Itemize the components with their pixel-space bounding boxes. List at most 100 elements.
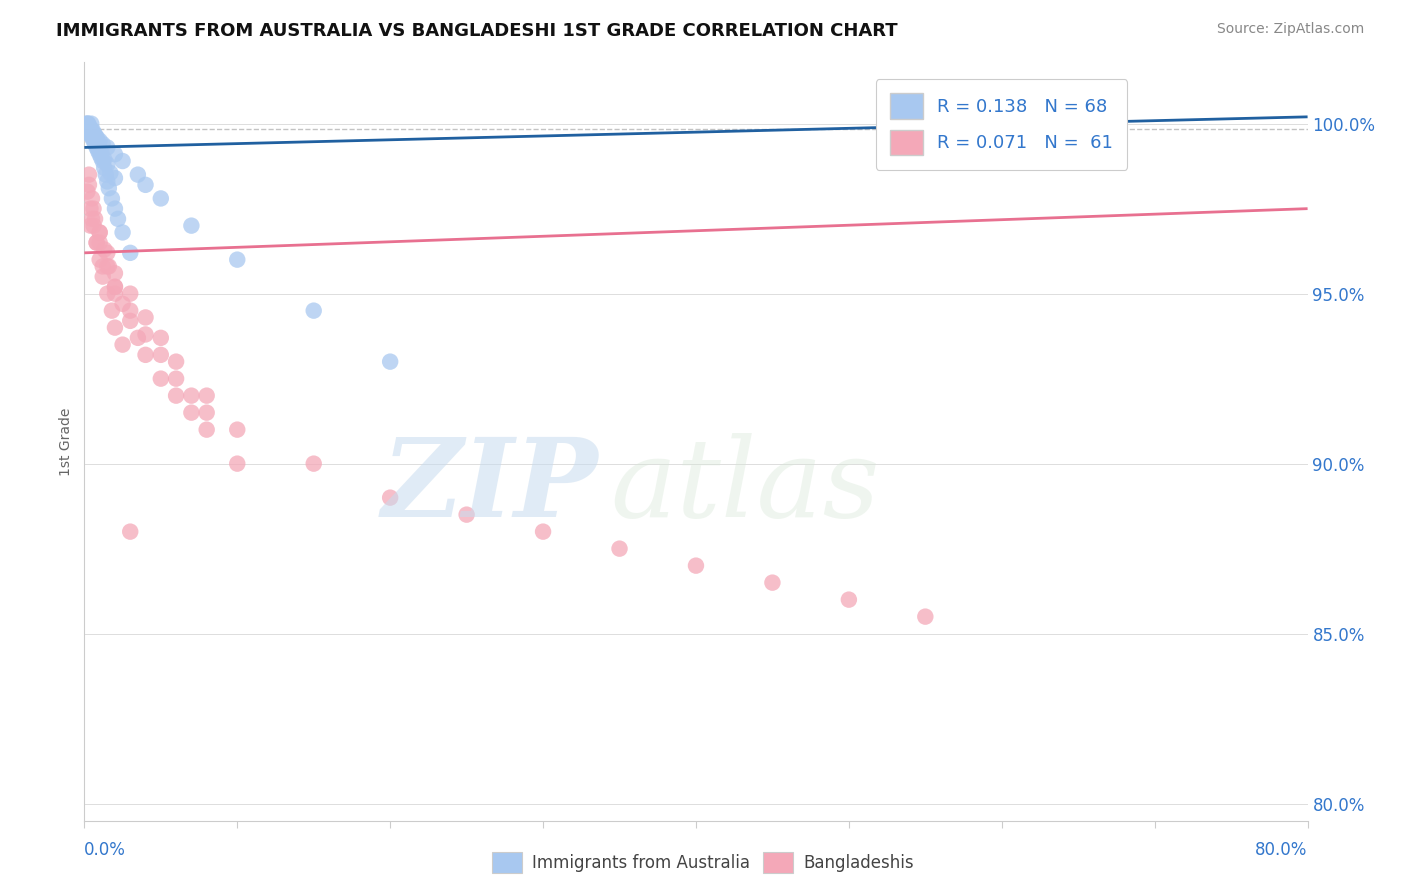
Point [685, 558, 707, 573]
Point [87, 136, 110, 151]
Point [120, 524, 142, 539]
Legend: R = 0.138   N = 68, R = 0.071   N =  61: R = 0.138 N = 68, R = 0.071 N = 61 [876, 79, 1128, 169]
Point [456, 508, 478, 522]
Point [91, 136, 114, 151]
Point [94, 168, 117, 182]
Point [149, 331, 172, 345]
Point [195, 406, 218, 420]
Point [135, 327, 157, 342]
Y-axis label: 1st Grade: 1st Grade [59, 408, 73, 475]
Point [91, 260, 114, 274]
Point [111, 297, 134, 311]
Point [127, 168, 149, 182]
Point [77, 178, 100, 192]
Point [96, 157, 118, 171]
Point [76, 185, 98, 199]
Point [86, 140, 108, 154]
Point [120, 286, 142, 301]
Point [86, 130, 108, 145]
Point [226, 457, 249, 471]
Point [89, 226, 111, 240]
Point [76, 117, 98, 131]
Point [104, 171, 127, 186]
Point [96, 245, 118, 260]
Point [80, 125, 103, 139]
Legend: Immigrants from Australia, Bangladeshis: Immigrants from Australia, Bangladeshis [485, 846, 921, 880]
Point [89, 226, 111, 240]
Point [104, 320, 127, 334]
Point [104, 280, 127, 294]
Point [135, 310, 157, 325]
Point [89, 134, 111, 148]
Point [302, 303, 325, 318]
Point [89, 252, 111, 267]
Point [76, 120, 98, 134]
Point [80, 117, 103, 131]
Point [91, 269, 114, 284]
Text: 0.0%: 0.0% [84, 841, 127, 859]
Point [79, 202, 101, 216]
Text: atlas: atlas [610, 434, 880, 541]
Point [83, 130, 105, 145]
Point [120, 314, 142, 328]
Point [107, 211, 129, 226]
Point [84, 136, 107, 151]
Point [180, 406, 202, 420]
Point [195, 389, 218, 403]
Point [77, 127, 100, 141]
Point [111, 337, 134, 351]
Point [83, 202, 105, 216]
Point [120, 303, 142, 318]
Point [135, 348, 157, 362]
Point [914, 609, 936, 624]
Point [77, 121, 100, 136]
Point [83, 127, 105, 141]
Point [75, 120, 97, 134]
Point [79, 121, 101, 136]
Point [226, 252, 249, 267]
Point [98, 166, 121, 180]
Point [380, 491, 402, 505]
Point [180, 389, 202, 403]
Point [165, 389, 187, 403]
Point [97, 260, 120, 274]
Point [90, 145, 112, 160]
Point [80, 211, 103, 226]
Point [89, 147, 111, 161]
Point [104, 147, 127, 161]
Point [120, 245, 142, 260]
Point [76, 117, 98, 131]
Point [195, 423, 218, 437]
Point [80, 127, 103, 141]
Point [83, 134, 105, 148]
Point [111, 154, 134, 169]
Point [104, 202, 127, 216]
Point [91, 154, 114, 169]
Point [79, 219, 101, 233]
Point [79, 123, 101, 137]
Point [77, 120, 100, 134]
Point [609, 541, 631, 556]
Point [83, 127, 105, 141]
Text: ZIP: ZIP [381, 434, 598, 541]
Point [127, 331, 149, 345]
Point [80, 125, 103, 139]
Point [89, 144, 111, 158]
Point [380, 354, 402, 368]
Point [135, 178, 157, 192]
Point [82, 123, 104, 137]
Point [96, 260, 118, 274]
Point [77, 117, 100, 131]
Point [838, 592, 860, 607]
Point [79, 120, 101, 134]
Point [90, 151, 112, 165]
Point [83, 132, 105, 146]
Point [86, 136, 108, 151]
Point [531, 524, 554, 539]
Point [77, 119, 100, 133]
Point [96, 286, 118, 301]
Point [165, 371, 187, 385]
Point [165, 354, 187, 368]
Point [149, 371, 172, 385]
Point [75, 119, 97, 133]
